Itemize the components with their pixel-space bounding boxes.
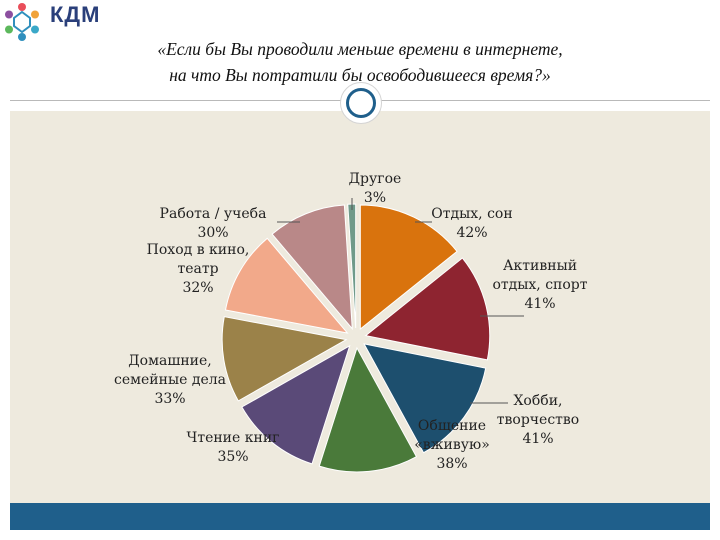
title-line-2: на что Вы потратили бы освободившееся вр… xyxy=(169,65,551,85)
slice-label-7: Поход в кино, театр 32% xyxy=(147,242,250,296)
pie-slice-3 xyxy=(363,343,487,454)
slice-label-6: Домашние, семейные дела 33% xyxy=(114,353,226,407)
logo: КДМ xyxy=(0,0,110,52)
ring-ornament xyxy=(340,82,382,124)
pie-slice-1 xyxy=(359,204,458,331)
title-line-1: «Если бы Вы проводили меньше времени в и… xyxy=(157,39,563,59)
slice-label-1: Отдых, сон 42% xyxy=(431,206,512,241)
slice-label-2: Активный отдых, спорт 41% xyxy=(492,258,587,312)
slice-label-5: Чтение книг 35% xyxy=(187,430,280,465)
ring-inner xyxy=(346,88,376,118)
page-title: «Если бы Вы проводили меньше времени в и… xyxy=(100,36,620,88)
pie-slice-2 xyxy=(364,257,491,361)
pie-slice-6 xyxy=(221,316,348,402)
slice-label-8: Работа / учеба 30% xyxy=(160,206,267,241)
snowflake-people-logo-icon xyxy=(5,3,39,41)
slice-label-4: Общение «вживую» 38% xyxy=(414,418,490,472)
pie-slice-5 xyxy=(241,344,351,465)
bottom-bar xyxy=(10,503,710,530)
slice-label-3: Хобби, творчество 41% xyxy=(497,393,579,447)
pie-slice-4 xyxy=(318,346,418,473)
pie-slice-7 xyxy=(224,237,349,334)
logo-text: КДМ xyxy=(50,2,101,27)
slice-label-9: Другое 3% xyxy=(349,171,402,206)
pie-slice-8 xyxy=(271,204,353,331)
